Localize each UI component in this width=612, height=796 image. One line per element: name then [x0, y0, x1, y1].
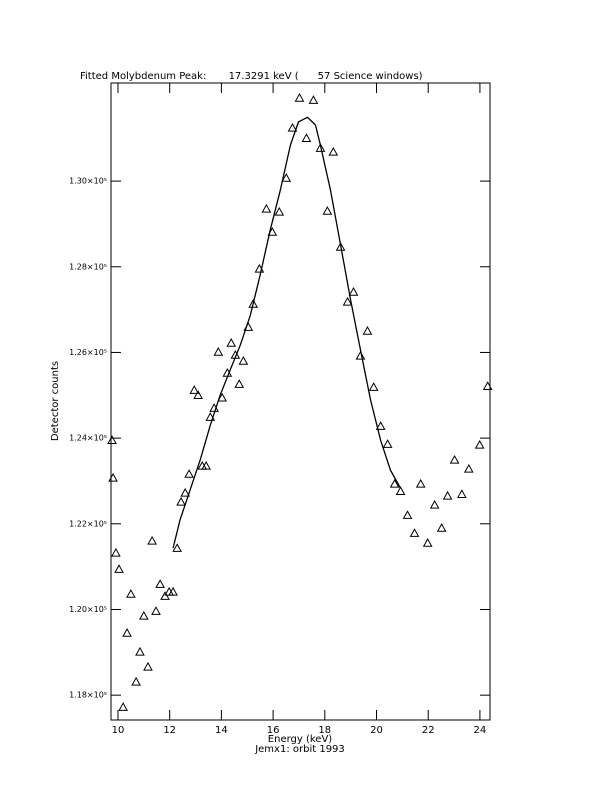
data-point — [449, 454, 460, 464]
data-point — [301, 133, 312, 142]
data-point — [456, 489, 467, 498]
data-point — [135, 646, 145, 656]
data-point — [294, 92, 305, 102]
x-tick-label: 10 — [112, 725, 125, 736]
data-point — [193, 390, 203, 399]
data-point — [389, 478, 400, 488]
data-point — [151, 606, 161, 615]
data-point — [234, 379, 245, 388]
y-tick-label: 1.24×10⁵ — [69, 434, 107, 443]
data-point — [176, 496, 186, 506]
x-tick-label: 22 — [422, 725, 435, 736]
data-point — [217, 392, 228, 402]
data-point — [126, 589, 136, 598]
data-point — [482, 381, 493, 390]
data-point — [261, 203, 272, 213]
x-axis-label: Energy (keV) — [268, 734, 333, 745]
data-point — [328, 146, 339, 156]
data-point — [436, 523, 447, 532]
fit-line — [172, 116, 402, 549]
data-point — [315, 143, 326, 152]
data-point — [348, 287, 359, 296]
data-point — [422, 538, 433, 547]
data-point — [131, 676, 141, 686]
data-point — [322, 206, 333, 215]
data-point — [335, 242, 346, 251]
data-point — [118, 702, 129, 711]
data-point — [248, 299, 259, 308]
y-tick-label: 1.26×10⁵ — [69, 348, 107, 357]
data-point — [368, 382, 379, 391]
data-point — [147, 535, 157, 545]
data-point — [111, 547, 121, 557]
data-point — [355, 350, 366, 360]
data-point — [143, 661, 153, 671]
plot-frame — [110, 82, 491, 721]
data-point — [108, 472, 118, 482]
chart-title: Fitted Molybdenum Peak: 17.3291 keV ( 57… — [80, 71, 423, 82]
x-tick-label: 14 — [215, 725, 228, 736]
data-point — [463, 463, 474, 473]
data-point — [402, 510, 413, 519]
data-point — [213, 346, 224, 356]
data-point — [409, 528, 420, 537]
data-point — [172, 543, 183, 552]
x-tick-label: 18 — [318, 725, 331, 736]
data-point — [274, 206, 285, 216]
data-point — [308, 95, 319, 104]
data-point — [226, 337, 237, 347]
data-point — [189, 385, 200, 394]
data-point — [287, 122, 298, 132]
data-point — [205, 412, 216, 421]
data-point — [395, 486, 406, 495]
data-point — [168, 586, 178, 596]
data-point — [342, 296, 353, 306]
data-point — [474, 439, 485, 449]
data-point — [138, 610, 149, 620]
data-point — [180, 487, 191, 497]
y-axis-label: Detector counts — [50, 361, 61, 441]
subtitle: Jemx1: orbit 1993 — [254, 744, 345, 755]
y-tick-label: 1.28×10⁵ — [69, 262, 107, 271]
x-tick-label: 20 — [370, 725, 383, 736]
data-point — [362, 326, 373, 335]
x-tick-label: 16 — [267, 725, 280, 736]
data-point — [429, 499, 440, 509]
data-point — [160, 591, 170, 600]
data-point — [107, 435, 117, 444]
data-point — [184, 469, 194, 478]
data-point — [201, 460, 211, 470]
data-point — [281, 173, 292, 182]
data-point — [442, 490, 453, 500]
x-tick-label: 12 — [163, 725, 176, 736]
data-point — [415, 478, 426, 488]
data-point — [382, 439, 393, 448]
data-point — [375, 421, 386, 430]
y-tick-label: 1.30×10⁵ — [69, 177, 107, 186]
data-point — [114, 564, 124, 573]
data-point — [122, 628, 132, 637]
data-point — [238, 355, 249, 365]
y-tick-label: 1.22×10⁵ — [69, 519, 107, 528]
data-point — [155, 579, 165, 588]
y-tick-label: 1.18×10⁵ — [69, 691, 107, 700]
x-tick-label: 24 — [474, 725, 487, 736]
y-tick-label: 1.20×10⁵ — [69, 605, 107, 614]
